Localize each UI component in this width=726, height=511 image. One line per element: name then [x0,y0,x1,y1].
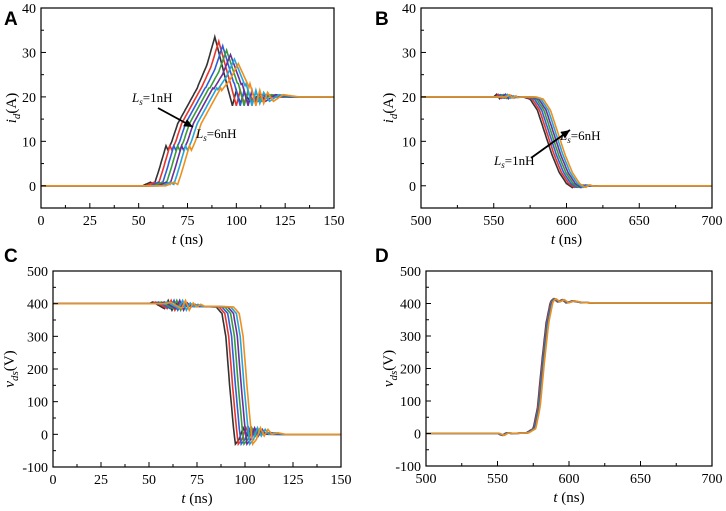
y-axis-label: vds(V) [2,350,21,387]
x-tick-label: 650 [629,214,650,229]
x-tick-label: 0 [50,473,57,488]
x-tick-label: 500 [416,472,437,487]
x-tick-label: 125 [275,214,296,229]
x-tick-label: 550 [483,214,504,229]
x-tick-label: 100 [235,473,256,488]
x-tick-label: 50 [142,473,156,488]
y-tick-label: 300 [27,330,48,345]
y-tick-label: 200 [27,363,48,378]
series-group [421,92,712,189]
annotation-label: Ls=1nH [493,153,534,170]
panel-A: A 0 25 50 75 100 125 150 0 10 20 30 40 t (ns) id(A) Ls=… [4,2,345,248]
x-tick-label: 700 [702,472,723,487]
y-tick-label: 300 [400,330,421,345]
series-group [426,297,712,437]
y-tick-label: 10 [22,135,36,150]
series-line-2 [426,297,712,437]
x-axis-label: t (ns) [551,232,582,248]
y-tick-label: 20 [402,91,416,106]
y-tick-label: 20 [22,91,36,106]
panel-label: A [4,9,18,30]
y-tick-label: 0 [409,180,416,195]
series-line-3 [41,43,334,187]
x-tick-label: 125 [283,473,304,488]
x-axis-label: t (ns) [181,491,212,507]
y-tick-label: 30 [402,46,416,61]
panel-D: D 500 550 600 650 700 -100 0 100 200 300 400 500 t (n… [375,246,723,506]
x-tick-label: 550 [487,472,508,487]
x-tick-label: 0 [38,214,45,229]
series-line-1 [53,298,341,447]
panel-label: D [375,246,389,267]
series-group [53,298,341,447]
series-line-3 [426,298,712,437]
series-line-6 [53,298,341,447]
series-line-7 [421,93,712,189]
y-tick-label: 10 [402,135,416,150]
y-tick-label: -100 [395,460,421,475]
y-tick-label: 30 [22,46,36,61]
series-line-4 [41,47,334,187]
x-tick-label: 100 [226,214,247,229]
x-tick-label: 600 [556,214,577,229]
y-tick-label: 500 [27,265,48,280]
series-line-7 [53,298,341,447]
y-tick-label: 500 [400,265,421,280]
y-tick-label: 400 [27,298,48,313]
x-tick-label: 75 [190,473,204,488]
series-line-2 [41,38,334,187]
series-line-1 [426,298,712,437]
y-tick-label: 40 [22,2,36,17]
series-line-5 [53,298,341,447]
y-axis-label: id(A) [4,93,23,124]
x-axis-label: t (ns) [172,232,203,248]
x-tick-label: 650 [630,472,651,487]
x-tick-label: 50 [132,214,146,229]
plot-frame [425,270,713,467]
y-tick-label: 0 [41,428,48,443]
y-tick-label: 200 [400,363,421,378]
plot-frame [40,7,335,209]
series-line-7 [426,297,712,437]
series-line-6 [426,297,712,437]
y-tick-label: 100 [400,395,421,410]
series-line-4 [53,298,341,447]
annotation-label: Ls=6nH [195,126,236,143]
y-tick-label: -100 [22,461,48,476]
x-tick-label: 500 [411,214,432,229]
panel-label: B [375,9,389,30]
y-tick-label: 100 [27,396,48,411]
x-tick-label: 150 [324,214,345,229]
y-tick-label: 0 [29,180,36,195]
x-tick-label: 25 [83,214,97,229]
x-axis-label: t (ns) [553,490,584,506]
y-axis-label: id(A) [381,93,400,124]
y-tick-label: 40 [402,2,416,17]
plot-frame [52,270,342,468]
x-tick-label: 600 [559,472,580,487]
x-tick-label: 75 [181,214,195,229]
x-tick-label: 25 [94,473,108,488]
y-axis-label: vds(V) [381,350,400,387]
panel-label: C [4,246,18,267]
y-tick-label: 400 [400,298,421,313]
series-line-5 [426,298,712,437]
annotation-arrowhead [183,119,193,127]
series-line-3 [53,298,341,447]
series-group [41,33,334,187]
annotation-label: Ls=1nH [131,90,172,107]
series-line-7 [41,61,334,187]
y-tick-label: 0 [414,428,421,443]
series-line-4 [426,297,712,437]
annotation-arrowhead [560,130,570,139]
x-tick-label: 150 [331,473,352,488]
series-line-2 [53,298,341,447]
x-tick-label: 700 [702,214,723,229]
